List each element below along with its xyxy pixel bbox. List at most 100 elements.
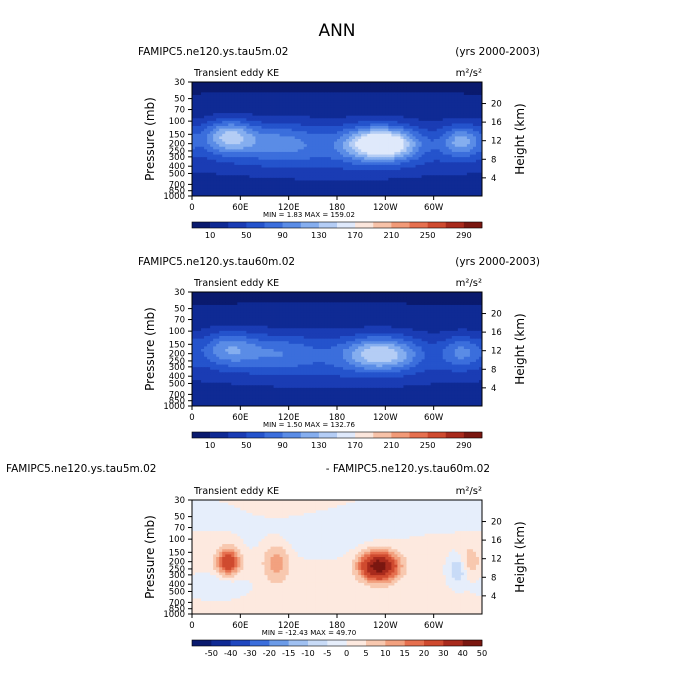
y-tick-label: 300 bbox=[169, 571, 185, 581]
panel-right-title: (yrs 2000-2003) bbox=[455, 256, 540, 268]
colorbar-swatch bbox=[300, 222, 320, 228]
colorbar-label: 170 bbox=[347, 230, 363, 240]
y-right-tick-label: 16 bbox=[491, 536, 502, 546]
y-tick-label: 150 bbox=[169, 340, 185, 350]
colorbar-label: 210 bbox=[384, 230, 400, 240]
y-tick-label: 850 bbox=[169, 605, 185, 615]
colorbar-label: 50 bbox=[477, 648, 487, 658]
panel-center-label: Transient eddy KE bbox=[193, 68, 279, 79]
panel-units: m²/s² bbox=[456, 68, 482, 79]
y-tick-label: 300 bbox=[169, 363, 185, 373]
x-tick-label: 60E bbox=[232, 203, 248, 213]
panel-tau5m: FAMIPC5.ne120.ys.tau5m.02 (yrs 2000-2003)… bbox=[138, 46, 540, 240]
colorbar-label: 50 bbox=[241, 230, 251, 240]
colorbar-label: -5 bbox=[323, 648, 331, 658]
y-right-tick-label: 12 bbox=[491, 347, 502, 357]
y-right-tick-label: 20 bbox=[491, 310, 502, 320]
colorbar-swatch bbox=[355, 222, 374, 228]
y-tick-label: 400 bbox=[169, 580, 185, 590]
y-tick-label: 100 bbox=[169, 535, 185, 545]
colorbar-swatch bbox=[463, 432, 483, 438]
y-right-tick-label: 20 bbox=[491, 100, 502, 110]
y-tick-label: 30 bbox=[174, 288, 185, 298]
y-tick-label: 50 bbox=[174, 95, 185, 105]
x-tick-label: 60W bbox=[424, 413, 444, 423]
colorbar-label: 250 bbox=[420, 440, 436, 450]
colorbar-label: 290 bbox=[456, 230, 472, 240]
x-tick-label: 180 bbox=[329, 621, 345, 631]
colorbar-swatch bbox=[462, 640, 483, 646]
colorbar-swatch bbox=[318, 222, 338, 228]
colorbar-label: 15 bbox=[399, 648, 409, 658]
colorbar-swatch bbox=[373, 222, 392, 228]
colorbar-swatch bbox=[250, 640, 270, 646]
colorbar-label: 5 bbox=[363, 648, 368, 658]
y-tick-label: 1000 bbox=[163, 402, 185, 412]
colorbar-swatch bbox=[228, 432, 247, 438]
x-tick-label: 120E bbox=[278, 413, 300, 423]
x-tick-label: 180 bbox=[329, 413, 345, 423]
y-tick-label: 150 bbox=[169, 130, 185, 140]
y-tick-label: 200 bbox=[169, 140, 185, 150]
colorbar-swatch bbox=[318, 432, 338, 438]
colorbar-swatch bbox=[337, 432, 356, 438]
panel-tau60m: FAMIPC5.ne120.ys.tau60m.02 (yrs 2000-2003… bbox=[138, 256, 540, 450]
colorbar-swatch bbox=[308, 640, 328, 646]
colorbar-swatch bbox=[445, 222, 465, 228]
y-tick-label: 500 bbox=[169, 587, 185, 597]
y-tick-label: 30 bbox=[174, 78, 185, 88]
y-tick-label: 250 bbox=[169, 565, 185, 575]
colorbar-label: 10 bbox=[380, 648, 390, 658]
colorbar-swatch bbox=[230, 640, 251, 646]
colorbar-swatch bbox=[246, 432, 265, 438]
y-tick-label: 500 bbox=[169, 379, 185, 389]
colorbar-swatch bbox=[443, 640, 463, 646]
panel-right-title: - FAMIPC5.ne120.ys.tau60m.02 bbox=[326, 463, 490, 475]
colorbar: -50 -40 -30 -20 -15 -10 -5 0 5 10 15 20 30 40 50 bbox=[191, 639, 487, 658]
y-tick-label: 70 bbox=[174, 524, 185, 534]
panel-center-label: Transient eddy KE bbox=[193, 486, 279, 497]
colorbar-label: 130 bbox=[311, 440, 327, 450]
y-tick-label: 50 bbox=[174, 513, 185, 523]
y-right-tick-label: 16 bbox=[491, 328, 502, 338]
colorbar-label: -20 bbox=[263, 648, 276, 658]
colorbar-swatch bbox=[385, 640, 405, 646]
panel-right-title: (yrs 2000-2003) bbox=[455, 46, 540, 58]
colorbar-swatch bbox=[282, 222, 302, 228]
colorbar-swatch bbox=[427, 432, 447, 438]
x-tick-label: 0 bbox=[189, 203, 194, 213]
colorbar-label: 90 bbox=[277, 440, 287, 450]
colorbar-swatch bbox=[391, 432, 410, 438]
colorbar-label: 50 bbox=[241, 440, 251, 450]
colorbar-swatch bbox=[288, 640, 309, 646]
y-tick-label: 150 bbox=[169, 548, 185, 558]
figure-title: ANN bbox=[318, 21, 355, 41]
y-tick-label: 500 bbox=[169, 169, 185, 179]
x-tick-label: 180 bbox=[329, 203, 345, 213]
y-axis-label: Pressure (mb) bbox=[143, 515, 157, 599]
min-max-stats: MIN = 1.83 MAX = 159.02 bbox=[263, 211, 355, 219]
colorbar-label: -15 bbox=[282, 648, 295, 658]
colorbar-swatch bbox=[269, 640, 289, 646]
contour-field bbox=[192, 500, 483, 615]
y-tick-label: 700 bbox=[169, 598, 185, 608]
min-max-stats: MIN = -12.43 MAX = 49.70 bbox=[262, 629, 356, 637]
colorbar: 10 50 90 130 170 210 250 290 bbox=[191, 431, 483, 450]
y-right-axis-label: Height (km) bbox=[513, 521, 527, 592]
colorbar-label: 10 bbox=[205, 440, 215, 450]
y-tick-label: 250 bbox=[169, 357, 185, 367]
y-right-tick-label: 12 bbox=[491, 555, 502, 565]
x-tick-label: 120E bbox=[278, 203, 300, 213]
y-tick-label: 200 bbox=[169, 350, 185, 360]
colorbar-label: 10 bbox=[205, 230, 215, 240]
colorbar-swatch bbox=[409, 432, 428, 438]
y-axis-label: Pressure (mb) bbox=[143, 307, 157, 391]
x-tick-label: 120W bbox=[373, 203, 398, 213]
y-tick-label: 1000 bbox=[163, 610, 185, 620]
y-right-tick-label: 8 bbox=[491, 155, 496, 165]
colorbar-label: 0 bbox=[344, 648, 349, 658]
panel-units: m²/s² bbox=[456, 486, 482, 497]
y-tick-label: 100 bbox=[169, 327, 185, 337]
colorbar-swatch bbox=[192, 222, 211, 228]
